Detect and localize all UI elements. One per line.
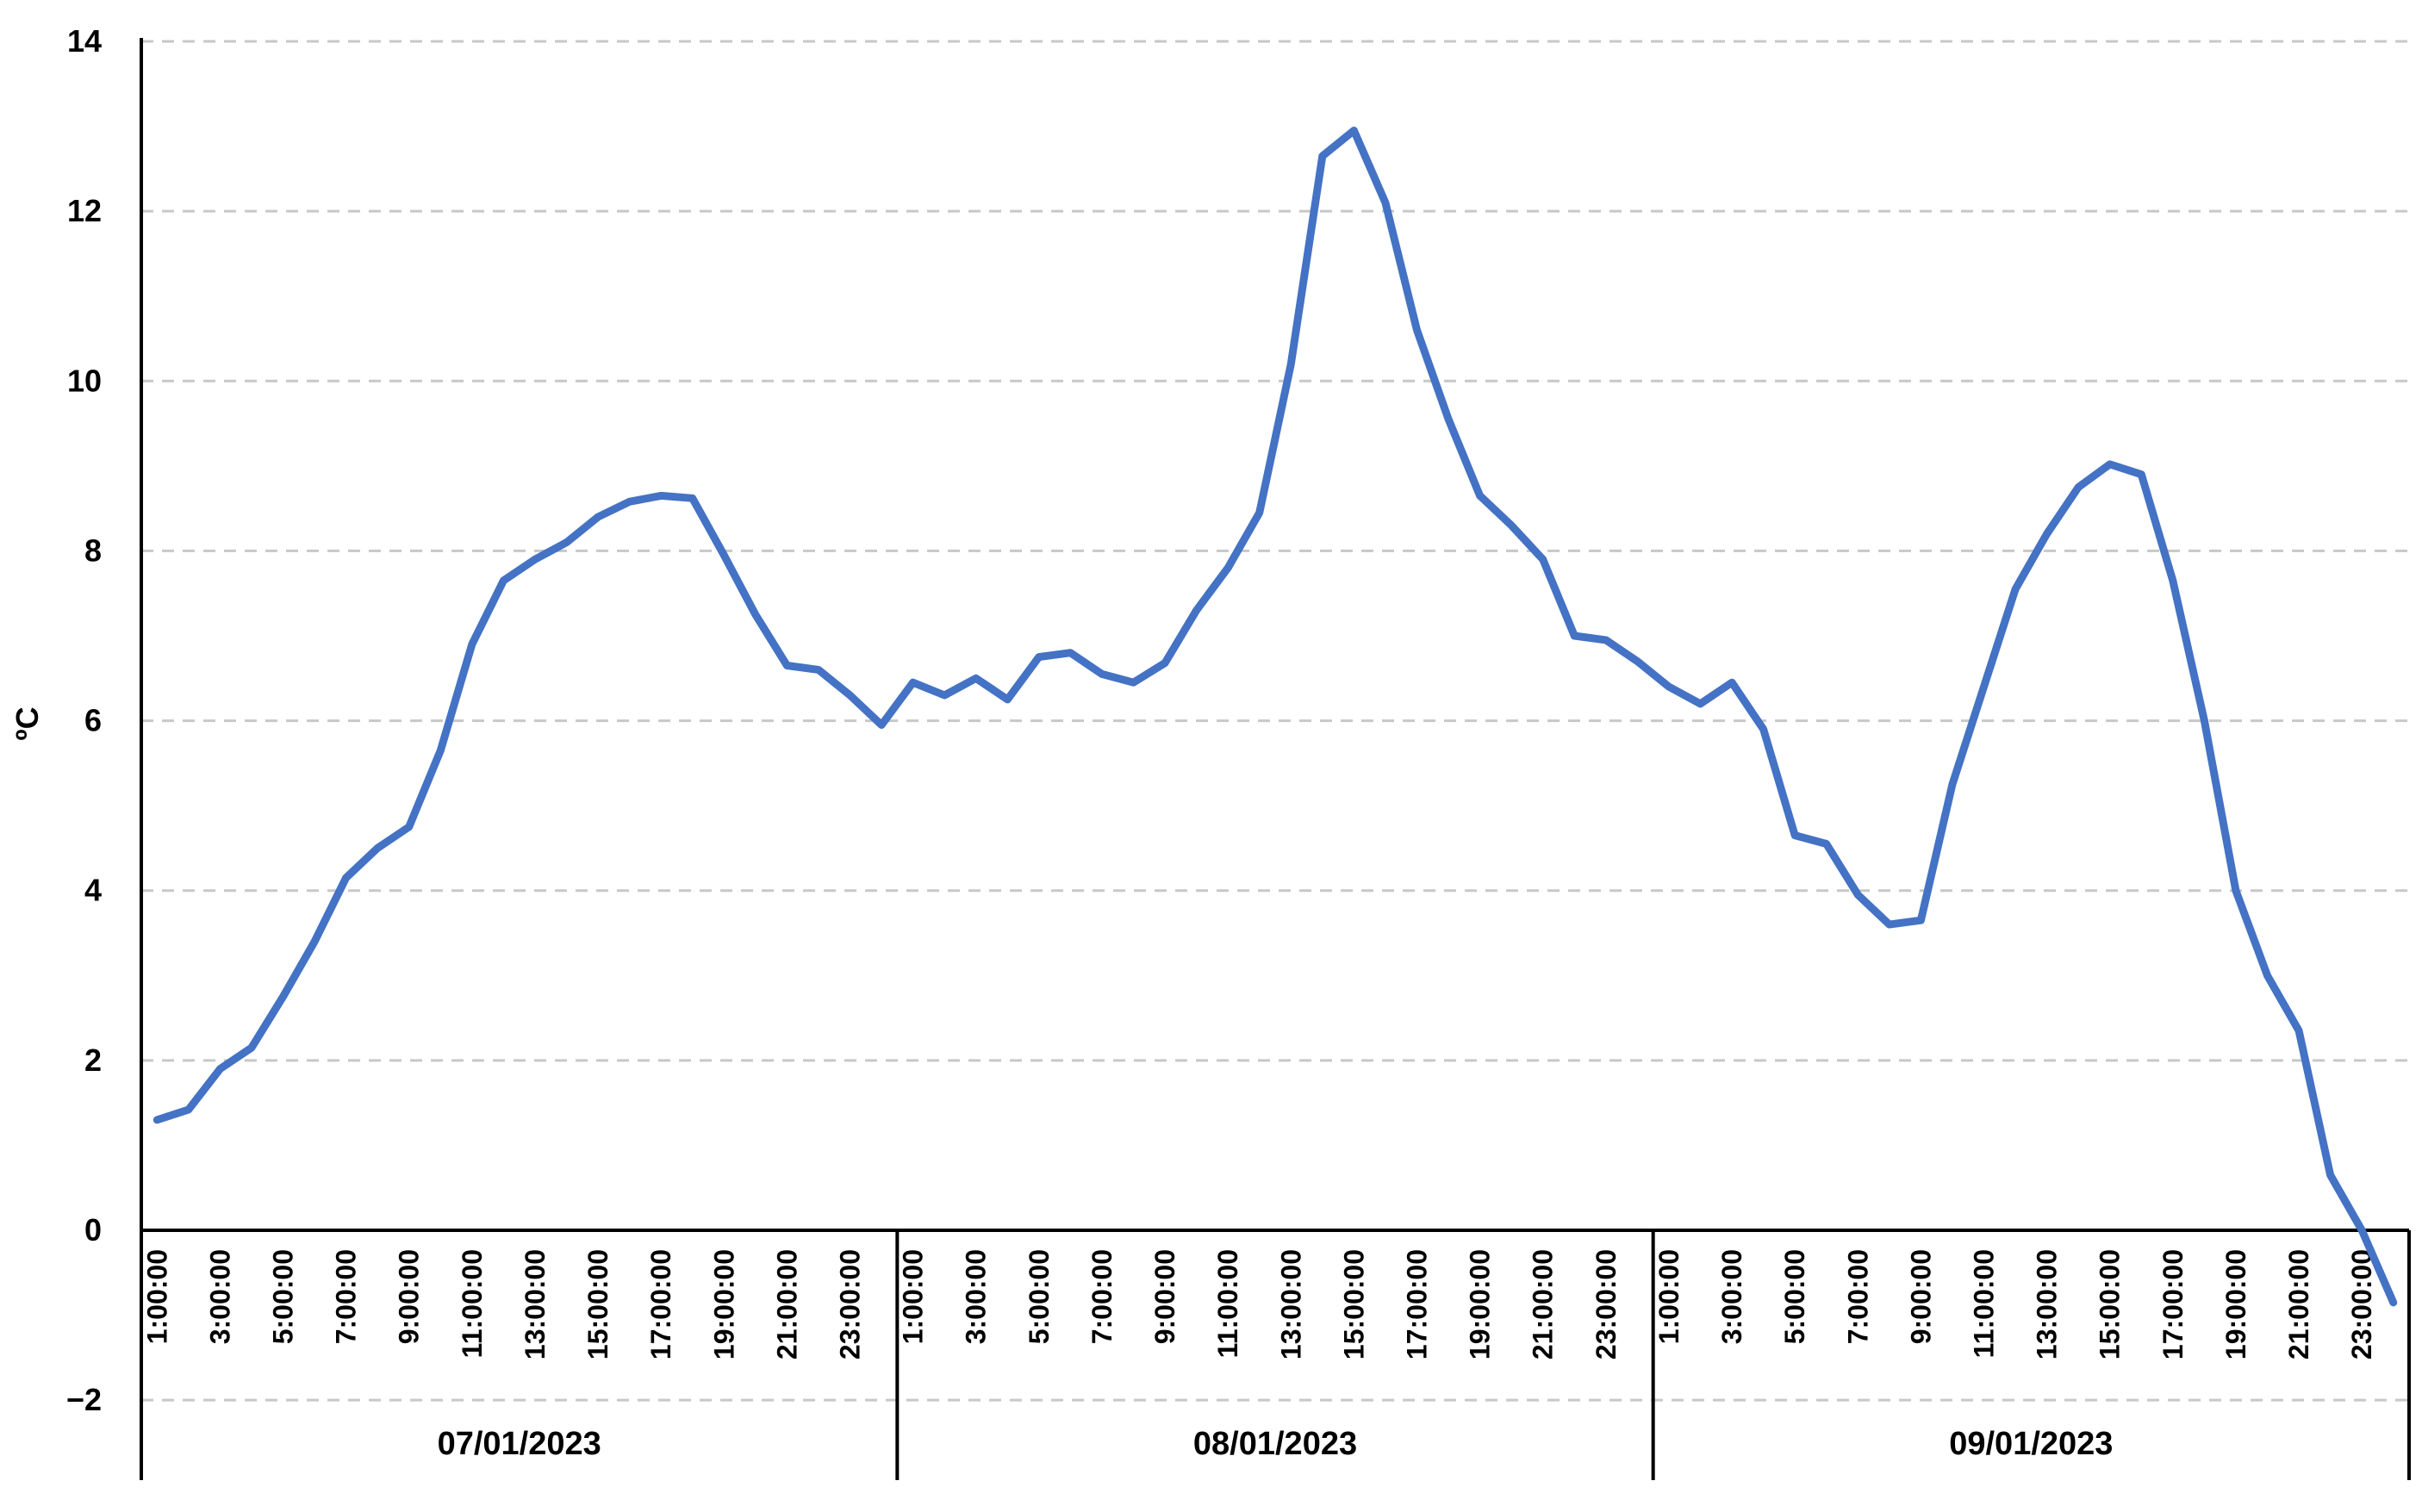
x-tick-label: 15:00:00 xyxy=(582,1249,613,1360)
x-tick-label: 11:00:00 xyxy=(1969,1249,2000,1358)
x-tick-label: 21:00:00 xyxy=(1528,1249,1559,1360)
x-tick-label: 13:00:00 xyxy=(2032,1249,2063,1360)
x-tick-label: 23:00:00 xyxy=(1591,1249,1622,1360)
x-tick-label: 17:00:00 xyxy=(1402,1249,1433,1360)
x-tick-label: 3:00:00 xyxy=(204,1249,235,1344)
x-tick-label: 13:00:00 xyxy=(1275,1249,1306,1360)
x-tick-label: 9:00:00 xyxy=(394,1249,425,1344)
x-tick-label: 3:00:00 xyxy=(961,1249,992,1344)
date-group-label: 08/01/2023 xyxy=(1193,1426,1357,1462)
x-axis: 1:00:00 3:00:00 5:00:00 7:00:00 9:00:00 11:00… xyxy=(141,1229,2411,1480)
x-tick-label: 23:00:00 xyxy=(2346,1249,2377,1360)
x-tick-label: 23:00:00 xyxy=(835,1249,866,1360)
y-tick-label: 2 xyxy=(84,1042,102,1078)
x-tick-label: 19:00:00 xyxy=(1465,1249,1496,1360)
x-tick-label: 17:00:00 xyxy=(2157,1249,2189,1360)
x-tick-label: 9:00:00 xyxy=(1905,1249,1936,1344)
x-tick-label: 7:00:00 xyxy=(1086,1249,1118,1344)
x-tick-label: 1:00:00 xyxy=(1653,1249,1684,1344)
x-tick-label: 5:00:00 xyxy=(1779,1249,1810,1344)
series-layer xyxy=(153,127,2398,1307)
x-tick-label: 1:00:00 xyxy=(141,1249,172,1344)
x-tick-label: 3:00:00 xyxy=(1716,1249,1747,1344)
x-tick-label: 7:00:00 xyxy=(331,1249,362,1344)
y-axis: −2 0 2 4 6 8 10 12 14 xyxy=(66,23,143,1480)
y-tick-label: −2 xyxy=(66,1382,102,1417)
x-tick-label: 13:00:00 xyxy=(520,1249,551,1360)
x-tick-label: 11:00:00 xyxy=(457,1249,488,1358)
x-tick-label: 5:00:00 xyxy=(268,1249,299,1344)
y-tick-label: 8 xyxy=(84,532,102,568)
x-tick-label: 9:00:00 xyxy=(1149,1249,1180,1344)
x-tick-label: 19:00:00 xyxy=(2220,1249,2251,1360)
date-group-label: 07/01/2023 xyxy=(438,1426,601,1462)
y-tick-label: 12 xyxy=(67,193,102,228)
x-tick-label: 21:00:00 xyxy=(771,1249,802,1360)
x-tick-label: 19:00:00 xyxy=(708,1249,739,1360)
y-tick-label: 0 xyxy=(84,1212,102,1248)
y-tick-label: 6 xyxy=(84,703,102,738)
x-tick-label: 1:00:00 xyxy=(898,1249,929,1344)
x-tick-label: 21:00:00 xyxy=(2283,1249,2314,1360)
y-tick-label: 4 xyxy=(84,873,102,908)
date-group-label: 09/01/2023 xyxy=(1949,1426,2113,1462)
y-tick-label: 10 xyxy=(67,363,102,398)
x-tick-label: 5:00:00 xyxy=(1024,1249,1055,1344)
gridlines xyxy=(141,40,2409,1402)
y-tick-label: 14 xyxy=(67,23,102,59)
x-tick-label: 15:00:00 xyxy=(1338,1249,1369,1360)
x-tick-label: 15:00:00 xyxy=(2095,1249,2126,1360)
x-tick-label: 11:00:00 xyxy=(1212,1249,1243,1358)
temperature-line xyxy=(153,127,2398,1307)
y-axis-label: ºC xyxy=(9,706,45,740)
x-tick-label: 17:00:00 xyxy=(645,1249,676,1360)
x-tick-label: 7:00:00 xyxy=(1842,1249,1873,1344)
